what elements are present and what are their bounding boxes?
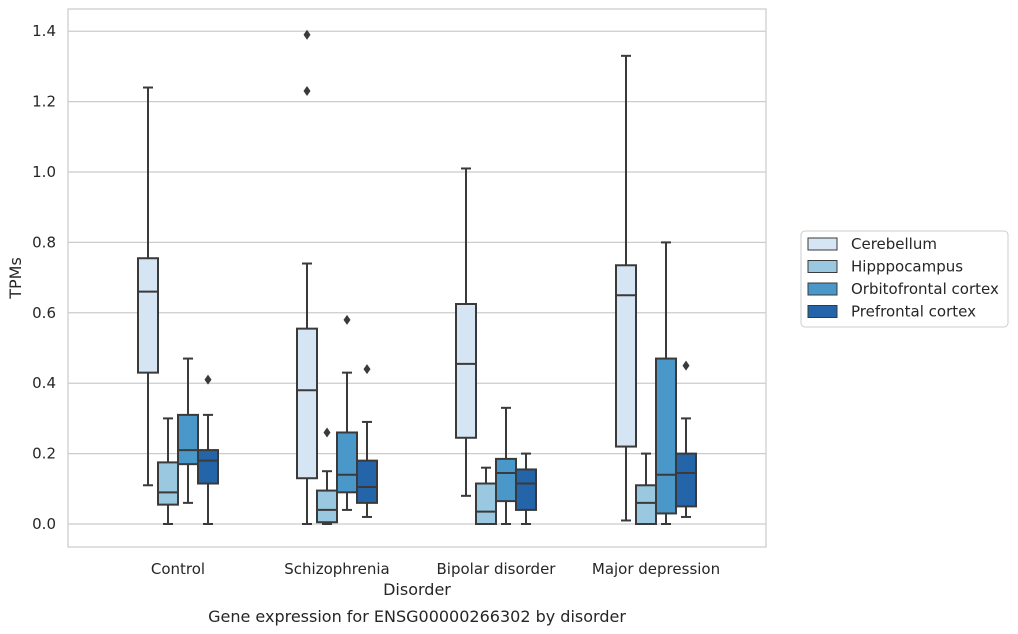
x-tick-labels: Control Schizophrenia Bipolar disorder Majo… (151, 560, 720, 578)
legend-swatch (807, 305, 838, 318)
box-hipppocampus (475, 466, 497, 525)
box-iqr (615, 264, 637, 448)
legend-entry-label: Cerebellum (851, 235, 937, 253)
box-iqr (336, 431, 358, 494)
y-tick-label: 1.2 (32, 93, 56, 111)
legend: Cerebellum Hipppocampus Orbitofrontal cort… (800, 230, 1009, 328)
box-series (137, 29, 697, 525)
x-tick-label: Bipolar disorder (437, 560, 557, 578)
outlier-point (323, 427, 331, 438)
y-tick-labels: 0.0 0.2 0.4 0.6 0.8 1.0 1.2 1.4 (32, 22, 56, 533)
box-hipppocampus (316, 427, 338, 525)
x-axis-label: Disorder (383, 580, 451, 599)
y-tick-label: 0.0 (32, 515, 56, 533)
legend-swatch (807, 282, 838, 296)
x-tick-label: Major depression (592, 560, 720, 578)
box-iqr (316, 489, 338, 524)
box-prefrontal-cortex (197, 374, 219, 525)
legend-entry-label: Prefrontal cortex (851, 303, 976, 321)
y-axis-label: TPMs (6, 257, 25, 300)
legend-entry-label: Orbitofrontal cortex (851, 280, 999, 298)
box-orbitofrontal-cortex (655, 241, 677, 525)
box-hipppocampus (635, 452, 657, 525)
outlier-point (204, 374, 212, 385)
legend-entry-label: Hipppocampus (851, 258, 963, 276)
y-tick-label: 1.4 (32, 22, 56, 40)
box-iqr (675, 452, 697, 508)
box-iqr (475, 482, 497, 525)
box-iqr (137, 257, 159, 374)
box-iqr (296, 327, 318, 480)
box-orbitofrontal-cortex (495, 406, 517, 525)
box-prefrontal-cortex (675, 360, 697, 518)
x-tick-label: Control (151, 560, 205, 578)
y-tick-label: 0.2 (32, 445, 56, 463)
box-iqr (515, 468, 537, 511)
y-tick-label: 1.0 (32, 163, 56, 181)
chart-title: Gene expression for ENSG00000266302 by d… (208, 607, 626, 626)
box-prefrontal-cortex (515, 452, 537, 525)
outlier-point (363, 364, 371, 375)
x-tick-label: Schizophrenia (284, 560, 389, 578)
outlier-point (303, 86, 311, 97)
box-orbitofrontal-cortex (177, 357, 199, 504)
box-iqr (197, 449, 219, 485)
box-iqr (455, 303, 477, 439)
outlier-point (343, 314, 351, 325)
outlier-point (303, 29, 311, 40)
box-orbitofrontal-cortex (336, 314, 358, 511)
y-tick-label: 0.4 (32, 374, 56, 392)
box-cerebellum (455, 167, 477, 497)
box-cerebellum (296, 29, 318, 525)
box-iqr (157, 461, 179, 506)
box-cerebellum (615, 54, 637, 522)
legend-swatch (807, 260, 838, 273)
box-iqr (655, 357, 677, 515)
box-iqr (177, 413, 199, 466)
y-tick-label: 0.8 (32, 233, 56, 251)
plot-frame (67, 8, 767, 548)
legend-frame (800, 230, 1009, 328)
box-iqr (356, 459, 378, 504)
box-hipppocampus (157, 417, 179, 525)
y-tick-label: 0.6 (32, 304, 56, 322)
box-cerebellum (137, 86, 159, 487)
outlier-point (682, 360, 690, 371)
legend-swatch (807, 237, 838, 251)
box-iqr (635, 484, 657, 525)
box-prefrontal-cortex (356, 364, 378, 518)
box-iqr (495, 457, 517, 503)
